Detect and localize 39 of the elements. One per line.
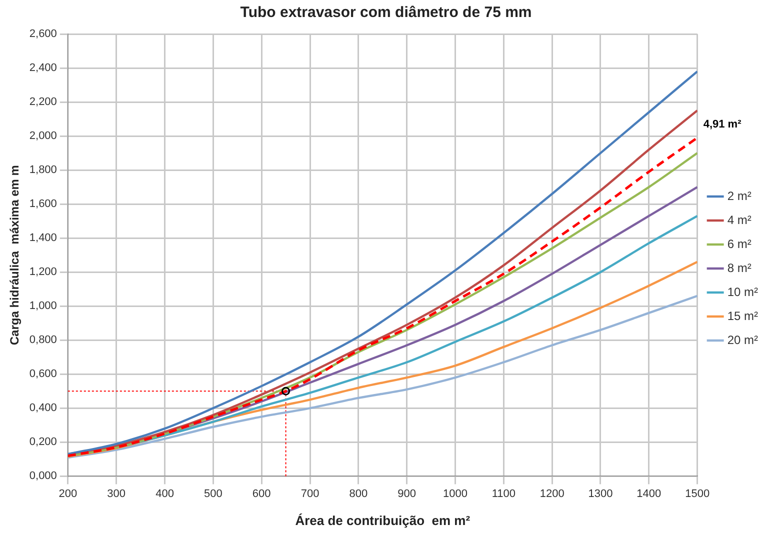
x-tick-label: 900	[398, 488, 416, 500]
x-tick-label: 1400	[636, 488, 662, 500]
x-tick-label: 1200	[540, 488, 564, 500]
y-tick-label: 2,200	[29, 96, 57, 108]
x-tick-label: 1500	[685, 488, 710, 500]
y-tick-label: 2,600	[29, 28, 57, 40]
x-tick-label: 1100	[492, 488, 516, 500]
y-tick-label: 1,200	[29, 266, 57, 278]
y-tick-label: 0,000	[29, 470, 57, 482]
legend-label: 10 m²	[727, 284, 758, 299]
x-tick-label: 1000	[443, 488, 468, 500]
x-tick-label: 1300	[588, 488, 613, 500]
y-tick-label: 1,000	[29, 300, 57, 312]
legend-label: 8 m²	[727, 260, 752, 275]
y-tick-label: 2,400	[29, 62, 57, 74]
legend-label: 2 m²	[727, 188, 752, 203]
legend-label: 15 m²	[727, 308, 758, 323]
y-tick-label: 1,600	[29, 198, 57, 210]
x-tick-label: 500	[204, 488, 222, 500]
y-axis-title: Carga hidráulica máxima em m	[8, 165, 22, 346]
x-tick-label: 400	[156, 488, 174, 500]
y-tick-label: 1,800	[29, 164, 57, 176]
x-tick-label: 200	[58, 488, 78, 500]
y-tick-label: 0,400	[29, 402, 57, 414]
y-tick-label: 0,600	[29, 368, 57, 380]
legend-label: 6 m²	[727, 236, 752, 251]
y-tick-label: 2,000	[29, 130, 57, 142]
legend-label: 4 m²	[727, 212, 752, 227]
x-tick-label: 300	[107, 488, 126, 500]
x-tick-label: 800	[349, 488, 368, 500]
x-axis-title: Área de contribuição em m²	[295, 512, 471, 528]
chart-title: Tubo extravasor com diâmetro de 75 mm	[240, 4, 532, 22]
x-tick-label: 700	[300, 488, 320, 500]
y-tick-label: 0,200	[29, 436, 57, 448]
y-tick-label: 0,800	[29, 334, 57, 346]
x-tick-label: 600	[252, 488, 271, 500]
legend-label: 20 m²	[727, 332, 758, 347]
y-tick-label: 1,400	[29, 232, 57, 244]
annotation: 4,91 m²	[703, 118, 742, 130]
